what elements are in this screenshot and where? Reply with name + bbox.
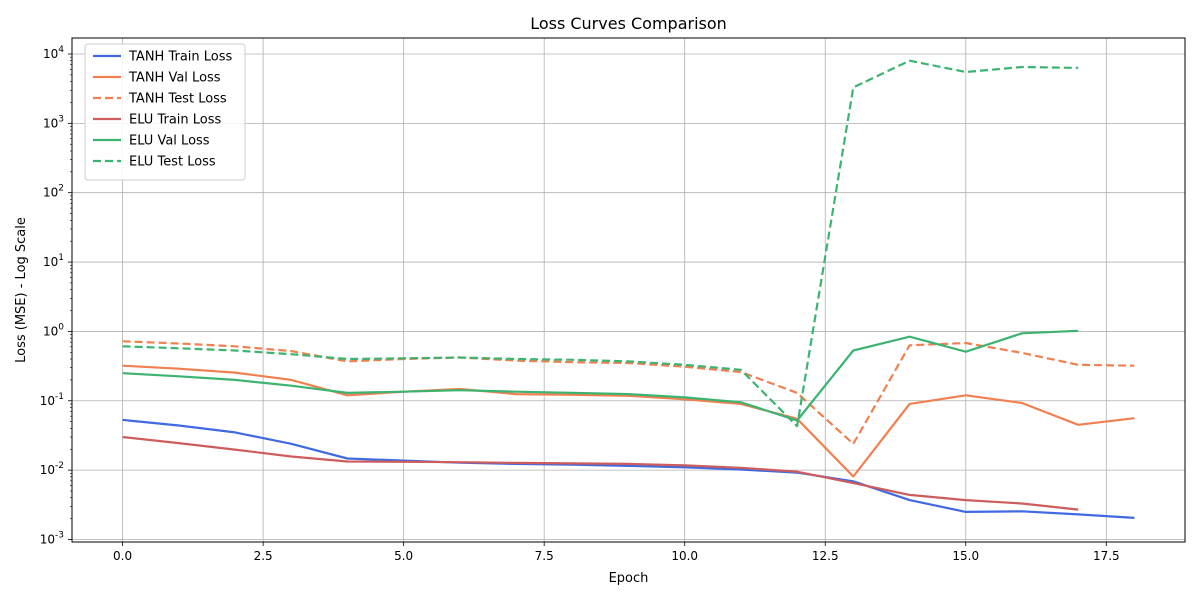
legend-box (84, 43, 246, 181)
legend-label-tanh-val-loss: TANH Val Loss (128, 71, 221, 86)
x-tick-label: 2.5 (254, 549, 273, 563)
y-axis-label: Loss (MSE) - Log Scale (14, 217, 29, 363)
series-line-tanh-train-loss (122, 418, 1135, 519)
y-axis-ticks: 10-3 10-2 10-1 100 101 102 103 104 (40, 45, 72, 546)
x-axis-ticks: 0.0 2.5 5.0 7.5 10.0 12.5 15.0 17.5 (113, 542, 1120, 563)
y-tick-label: 10-3 (40, 530, 64, 546)
series-line-elu-train-loss (122, 435, 1079, 511)
y-tick-label: 104 (43, 45, 64, 61)
series-layer (122, 59, 1135, 519)
x-tick-label: 15.0 (952, 549, 979, 563)
legend-label-elu-val-loss: ELU Val Loss (129, 134, 210, 149)
legend-label-elu-train-loss: ELU Train Loss (129, 113, 222, 128)
x-tick-label: 12.5 (812, 549, 839, 563)
series-line-tanh-test-loss (122, 340, 1135, 445)
legend-label-tanh-train-loss: TANH Train Loss (128, 50, 233, 65)
y-tick-label: 102 (43, 184, 64, 200)
x-tick-label: 7.5 (535, 549, 554, 563)
legend-label-tanh-test-loss: TANH Test Loss (128, 92, 227, 107)
x-tick-label: 0.0 (113, 549, 132, 563)
x-tick-label: 10.0 (671, 549, 698, 563)
series-line-elu-val-loss (122, 329, 1079, 422)
y-tick-label: 10-2 (40, 461, 64, 477)
x-tick-label: 17.5 (1093, 549, 1120, 563)
y-tick-label: 101 (43, 253, 64, 269)
chart-title: Loss Curves Comparison (530, 14, 727, 33)
legend-label-elu-test-loss: ELU Test Loss (129, 155, 216, 170)
y-tick-label: 103 (43, 114, 64, 130)
series-line-tanh-val-loss (122, 364, 1135, 478)
x-axis-label: Epoch (609, 571, 649, 586)
y-tick-label: 100 (43, 322, 64, 338)
series-line-elu-test-loss (122, 59, 1079, 428)
plot-frame (71, 37, 1186, 543)
y-tick-label: 10-1 (40, 392, 64, 408)
legend: TANH Train Loss TANH Val Loss TANH Test Lo… (84, 43, 246, 181)
x-tick-label: 5.0 (394, 549, 413, 563)
